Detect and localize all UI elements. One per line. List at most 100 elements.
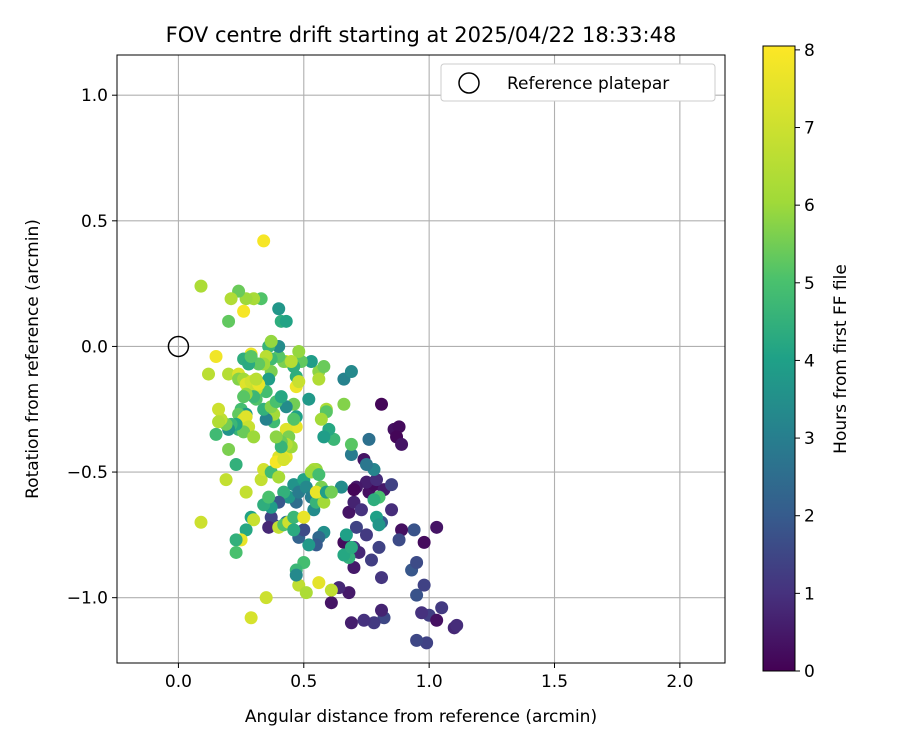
data-point: [274, 390, 288, 404]
data-point: [344, 437, 358, 451]
data-point: [357, 613, 371, 627]
colorbar-tick-label: 2: [804, 507, 815, 527]
data-point: [262, 520, 276, 534]
data-point: [239, 523, 253, 537]
data-point: [392, 533, 406, 547]
data-point: [344, 447, 358, 461]
data-point: [347, 561, 361, 575]
data-points: [194, 234, 464, 650]
data-point: [244, 349, 258, 363]
data-point: [264, 334, 278, 348]
data-point: [395, 437, 409, 451]
data-point: [312, 468, 326, 482]
data-point: [372, 540, 386, 554]
colorbar-label: Hours from first FF file: [831, 264, 851, 454]
data-point: [385, 478, 399, 492]
colorbar-tick-label: 3: [804, 429, 815, 449]
data-point: [302, 392, 316, 406]
data-point: [359, 475, 373, 489]
data-point: [317, 360, 331, 374]
data-point: [229, 545, 243, 559]
data-point: [222, 442, 236, 456]
data-point: [302, 538, 316, 552]
data-point: [347, 483, 361, 497]
colorbar: 0 1 2 3 4 5 6 7 8 Hours from first FF file: [762, 41, 851, 682]
data-point: [385, 503, 399, 517]
data-point: [287, 510, 301, 524]
data-point: [269, 430, 283, 444]
x-tick-label: 2.0: [666, 672, 693, 692]
x-tick-label: 1.0: [416, 672, 443, 692]
data-point: [222, 314, 236, 328]
colorbar-tick-label: 0: [804, 662, 815, 682]
data-point: [257, 234, 271, 248]
data-point: [244, 611, 258, 625]
data-point: [229, 458, 243, 472]
legend-box: [440, 63, 716, 102]
grid: [117, 55, 725, 663]
legend-marker: [458, 72, 480, 94]
data-point: [279, 314, 293, 328]
data-point: [367, 616, 381, 630]
data-point: [420, 636, 434, 650]
data-point: [334, 480, 348, 494]
data-point: [229, 533, 243, 547]
data-point: [249, 372, 263, 386]
data-point: [317, 430, 331, 444]
data-point: [284, 355, 298, 369]
data-point: [247, 430, 261, 444]
data-point: [324, 485, 338, 499]
data-point: [317, 495, 331, 509]
data-point: [314, 412, 328, 426]
data-point: [239, 485, 253, 499]
y-tick-label: 1.0: [81, 86, 108, 106]
data-point: [344, 540, 358, 554]
data-point: [344, 365, 358, 379]
data-point: [349, 520, 363, 534]
data-point: [209, 349, 223, 363]
y-tick-label: −1.0: [67, 589, 108, 609]
data-point: [299, 586, 313, 600]
data-point: [342, 586, 356, 600]
colorbar-ticks: 0 1 2 3 4 5 6 7 8: [795, 41, 815, 682]
data-point: [362, 432, 376, 446]
data-point: [417, 535, 431, 549]
data-point: [202, 367, 216, 381]
data-point: [309, 485, 323, 499]
data-point: [410, 633, 424, 647]
data-point: [212, 402, 226, 416]
data-point: [222, 367, 236, 381]
x-axis-ticks: 0.0 0.5 1.0 1.5 2.0: [165, 663, 693, 692]
data-point: [262, 490, 276, 504]
data-point: [342, 505, 356, 519]
data-point: [375, 571, 389, 585]
data-point: [359, 458, 373, 472]
data-point: [212, 415, 226, 429]
data-point: [277, 452, 291, 466]
legend-label: Reference platepar: [507, 74, 669, 94]
data-point: [194, 515, 208, 529]
data-point: [247, 513, 261, 527]
data-point: [292, 375, 306, 389]
data-point: [287, 412, 301, 426]
data-point: [359, 528, 373, 542]
data-point: [430, 520, 444, 534]
data-point: [375, 603, 389, 617]
data-point: [312, 372, 326, 386]
x-tick-label: 1.5: [541, 672, 568, 692]
data-point: [194, 279, 208, 293]
data-point: [297, 510, 311, 524]
x-tick-label: 0.5: [290, 672, 317, 692]
data-point: [324, 583, 338, 597]
colorbar-tick-label: 1: [804, 584, 815, 604]
y-tick-label: −0.5: [67, 463, 108, 483]
x-tick-label: 0.0: [165, 672, 192, 692]
data-point: [297, 523, 311, 537]
data-point: [304, 355, 318, 369]
legend: Reference platepar: [440, 63, 716, 102]
data-point: [239, 410, 253, 424]
data-point: [237, 390, 251, 404]
colorbar-tick-label: 7: [804, 119, 815, 139]
data-point: [277, 485, 291, 499]
